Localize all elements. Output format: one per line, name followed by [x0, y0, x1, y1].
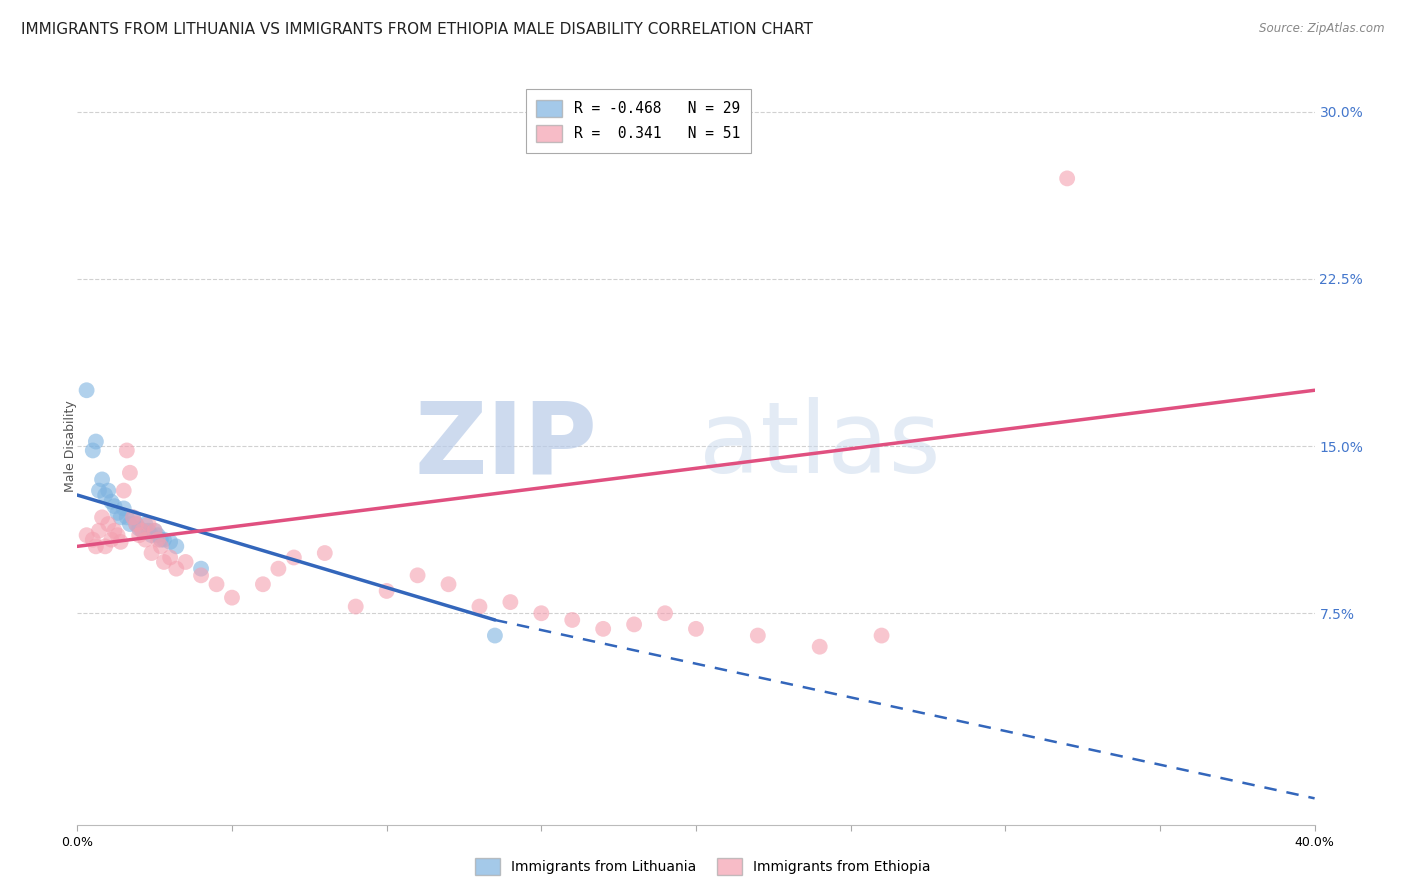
Point	[153, 533, 176, 547]
Point	[131, 524, 153, 538]
Point	[112, 501, 135, 516]
Point	[267, 562, 290, 576]
Point	[484, 628, 506, 642]
Point	[146, 533, 169, 547]
Point	[685, 622, 707, 636]
Point	[91, 473, 114, 487]
Point	[76, 384, 98, 398]
Point	[165, 562, 187, 576]
Point	[314, 546, 336, 560]
Point	[808, 640, 831, 654]
Point	[122, 510, 145, 524]
Point	[283, 550, 305, 565]
Text: IMMIGRANTS FROM LITHUANIA VS IMMIGRANTS FROM ETHIOPIA MALE DISABILITY CORRELATIO: IMMIGRANTS FROM LITHUANIA VS IMMIGRANTS …	[21, 22, 813, 37]
Point	[143, 524, 166, 538]
Legend: Immigrants from Lithuania, Immigrants from Ethiopia: Immigrants from Lithuania, Immigrants fr…	[470, 853, 936, 880]
Point	[103, 500, 125, 514]
Point	[190, 562, 212, 576]
Point	[118, 466, 141, 480]
Point	[146, 528, 169, 542]
Point	[128, 528, 150, 542]
Point	[103, 524, 125, 538]
Point	[115, 443, 138, 458]
Point	[131, 524, 153, 538]
Point	[110, 510, 132, 524]
Point	[159, 550, 181, 565]
Point	[82, 443, 104, 458]
Point	[100, 494, 122, 508]
Point	[122, 510, 145, 524]
Point	[205, 577, 228, 591]
Point	[110, 535, 132, 549]
Point	[100, 533, 122, 547]
Point	[91, 510, 114, 524]
Point	[165, 539, 187, 553]
Point	[125, 517, 148, 532]
Point	[107, 528, 129, 542]
Point	[115, 510, 138, 524]
Point	[87, 524, 110, 538]
Text: atlas: atlas	[699, 398, 941, 494]
Point	[344, 599, 367, 614]
Point	[870, 628, 893, 642]
Y-axis label: Male Disability: Male Disability	[63, 401, 77, 491]
Point	[623, 617, 645, 632]
Point	[747, 628, 769, 642]
Point	[112, 483, 135, 498]
Point	[190, 568, 212, 582]
Point	[221, 591, 243, 605]
Point	[654, 607, 676, 621]
Point	[252, 577, 274, 591]
Point	[530, 607, 553, 621]
Point	[141, 528, 163, 542]
Point	[84, 434, 107, 449]
Point	[107, 506, 129, 520]
Point	[125, 517, 148, 532]
Point	[82, 533, 104, 547]
Point	[138, 517, 160, 532]
Point	[1056, 171, 1078, 186]
Point	[76, 528, 98, 542]
Point	[128, 521, 150, 535]
Point	[174, 555, 197, 569]
Point	[94, 488, 117, 502]
Text: ZIP: ZIP	[415, 398, 598, 494]
Point	[499, 595, 522, 609]
Point	[149, 533, 172, 547]
Point	[468, 599, 491, 614]
Point	[437, 577, 460, 591]
Point	[118, 517, 141, 532]
Point	[375, 584, 398, 599]
Point	[149, 539, 172, 553]
Legend: R = -0.468   N = 29, R =  0.341   N = 51: R = -0.468 N = 29, R = 0.341 N = 51	[526, 89, 751, 153]
Text: Source: ZipAtlas.com: Source: ZipAtlas.com	[1260, 22, 1385, 36]
Point	[406, 568, 429, 582]
Point	[87, 483, 110, 498]
Point	[134, 533, 156, 547]
Point	[94, 539, 117, 553]
Point	[97, 517, 120, 532]
Point	[153, 555, 176, 569]
Point	[97, 483, 120, 498]
Point	[141, 546, 163, 560]
Point	[561, 613, 583, 627]
Point	[84, 539, 107, 553]
Point	[159, 535, 181, 549]
Point	[592, 622, 614, 636]
Point	[138, 524, 160, 538]
Point	[143, 524, 166, 538]
Point	[134, 517, 156, 532]
